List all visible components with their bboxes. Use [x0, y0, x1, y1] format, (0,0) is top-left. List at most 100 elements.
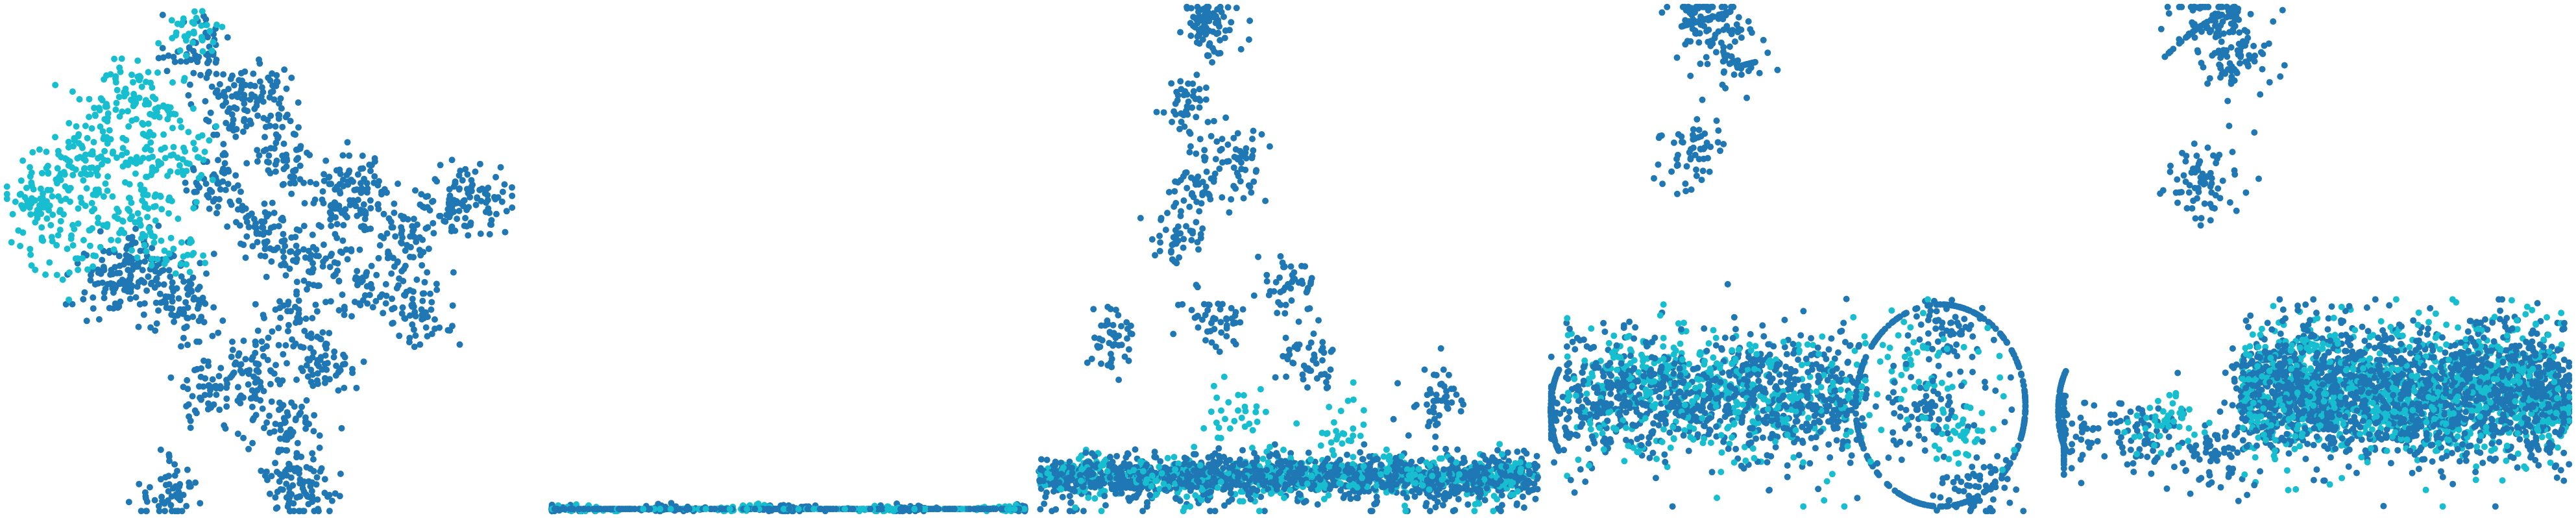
data-point [292, 166, 299, 173]
data-point [171, 461, 178, 468]
data-point [161, 247, 168, 254]
data-point [152, 299, 160, 306]
data-point [590, 506, 597, 513]
data-point [888, 506, 895, 513]
data-point [429, 198, 435, 205]
data-point [114, 205, 121, 212]
data-point [1201, 147, 1208, 154]
data-point [1253, 403, 1260, 410]
data-point [354, 282, 361, 289]
data-point [164, 68, 171, 75]
data-point [72, 166, 79, 173]
data-point [1245, 489, 1252, 497]
data-point [454, 216, 461, 223]
data-point [1202, 8, 1209, 16]
data-point [323, 366, 330, 373]
data-point [293, 258, 300, 265]
data-point [199, 8, 206, 15]
data-point [268, 258, 275, 265]
data-point [1288, 297, 1295, 304]
data-point [291, 303, 298, 310]
data-point [406, 287, 413, 294]
data-point [203, 116, 210, 123]
data-point [1187, 143, 1194, 150]
data-point [1226, 425, 1233, 432]
data-point [1230, 134, 1237, 142]
data-point [185, 92, 192, 99]
data-point [334, 221, 341, 228]
data-point [180, 334, 187, 341]
data-point [170, 245, 177, 253]
data-point [18, 177, 25, 184]
data-point [190, 69, 197, 77]
data-point [118, 55, 125, 62]
data-point [158, 237, 165, 244]
data-point [197, 71, 204, 79]
data-point [1350, 432, 1357, 439]
data-point [1360, 407, 1367, 414]
data-point [1334, 472, 1341, 479]
data-point [321, 476, 328, 483]
data-point [472, 168, 479, 175]
data-point [235, 352, 242, 359]
scatter-panel-1 [3, 8, 516, 515]
data-point [1071, 487, 1078, 495]
data-point [319, 188, 326, 195]
data-point [1185, 129, 1193, 136]
data-point [52, 134, 58, 141]
data-point [88, 199, 95, 206]
data-point [449, 302, 456, 309]
data-point [197, 373, 204, 380]
data-point [622, 506, 629, 513]
data-point [362, 208, 369, 216]
data-point [232, 359, 239, 366]
data-point [340, 221, 347, 228]
data-point [1313, 375, 1320, 382]
data-point [1523, 450, 1530, 457]
data-point [1235, 154, 1241, 162]
data-point [217, 365, 225, 371]
data-point [1198, 486, 1206, 493]
data-point [335, 307, 343, 314]
data-point [222, 186, 229, 193]
data-point [52, 82, 59, 88]
data-point [143, 248, 150, 255]
data-point [492, 195, 499, 203]
data-point [1042, 493, 1049, 500]
data-point [1171, 203, 1178, 210]
data-point [201, 391, 208, 399]
data-point [147, 171, 154, 179]
data-point [138, 83, 145, 90]
data-point [160, 54, 167, 61]
data-point [243, 160, 250, 167]
data-point [267, 368, 274, 375]
data-point [303, 397, 310, 404]
data-point [1228, 19, 1235, 26]
data-point [95, 154, 101, 162]
data-point [178, 343, 184, 350]
data-point [1280, 264, 1287, 271]
data-point [1085, 494, 1092, 501]
data-point [1517, 459, 1524, 466]
data-point [38, 169, 45, 177]
data-point [275, 111, 282, 118]
data-point [428, 299, 435, 306]
data-point [80, 166, 88, 173]
data-point [1198, 316, 1206, 323]
data-point [1217, 49, 1224, 56]
data-point [1191, 443, 1198, 450]
data-point [1304, 384, 1311, 391]
data-point [1204, 306, 1211, 314]
data-point [27, 251, 34, 258]
data-point [248, 91, 255, 98]
data-point [125, 499, 132, 506]
data-point [382, 300, 389, 307]
data-point [350, 178, 356, 185]
data-point [911, 506, 918, 513]
data-point [1038, 456, 1045, 463]
data-point [82, 203, 89, 210]
data-point [43, 215, 51, 222]
data-point [28, 179, 35, 186]
data-point [182, 52, 189, 59]
data-point [83, 317, 90, 325]
